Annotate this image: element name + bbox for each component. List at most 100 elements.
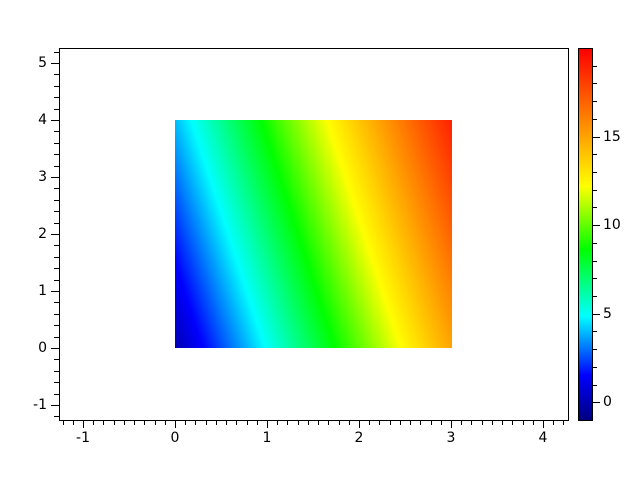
x-axis-minor-tick xyxy=(63,420,64,425)
x-axis-minor-tick xyxy=(431,420,432,425)
colorbar-tick-label: 10 xyxy=(603,217,621,233)
y-axis-tick-label: 2 xyxy=(38,226,47,242)
y-axis-minor-tick xyxy=(54,86,59,87)
colorbar-minor-tick xyxy=(592,243,597,244)
x-axis-minor-tick xyxy=(165,420,166,425)
x-axis-minor-tick xyxy=(461,420,462,425)
y-axis-tick-label: -1 xyxy=(33,397,47,413)
x-axis-minor-tick xyxy=(247,420,248,425)
y-axis-minor-tick xyxy=(54,337,59,338)
x-axis-minor-tick xyxy=(124,420,125,425)
y-axis-major-tick xyxy=(51,120,59,121)
y-axis-major-tick xyxy=(51,177,59,178)
x-axis-minor-tick xyxy=(226,420,227,425)
x-axis-minor-tick xyxy=(93,420,94,425)
y-axis-minor-tick xyxy=(54,188,59,189)
x-axis-minor-tick xyxy=(502,420,503,425)
x-axis-minor-tick xyxy=(563,420,564,425)
x-axis-tick-label: 0 xyxy=(170,430,180,446)
x-axis-tick-label: 1 xyxy=(262,430,272,446)
x-axis-minor-tick xyxy=(103,420,104,425)
y-axis-minor-tick xyxy=(54,302,59,303)
colorbar-minor-tick xyxy=(592,119,597,120)
x-axis-minor-tick xyxy=(155,420,156,425)
y-axis-minor-tick xyxy=(54,325,59,326)
y-axis-major-tick xyxy=(51,348,59,349)
x-axis-minor-tick xyxy=(492,420,493,425)
x-axis-minor-tick xyxy=(134,420,135,425)
y-axis-minor-tick xyxy=(54,211,59,212)
x-axis-minor-tick xyxy=(144,420,145,425)
x-axis-minor-tick xyxy=(369,420,370,425)
y-axis-minor-tick xyxy=(54,74,59,75)
x-axis-minor-tick xyxy=(318,420,319,425)
y-axis-tick-label: 0 xyxy=(38,340,47,356)
x-axis-minor-tick xyxy=(482,420,483,425)
y-axis-major-tick xyxy=(51,405,59,406)
x-axis-major-tick xyxy=(83,420,84,428)
x-axis-minor-tick xyxy=(533,420,534,425)
y-axis-minor-tick xyxy=(54,245,59,246)
x-axis-minor-tick xyxy=(410,420,411,425)
y-axis-major-tick xyxy=(51,234,59,235)
y-axis-tick-label: 4 xyxy=(38,112,47,128)
y-axis-minor-tick xyxy=(54,371,59,372)
y-axis-minor-tick xyxy=(54,223,59,224)
y-axis-minor-tick xyxy=(54,166,59,167)
x-axis-minor-tick xyxy=(400,420,401,425)
y-axis-minor-tick xyxy=(54,280,59,281)
colorbar-minor-tick xyxy=(592,207,597,208)
x-axis-minor-tick xyxy=(553,420,554,425)
y-axis-tick-label: 5 xyxy=(38,55,47,71)
colorbar-major-tick xyxy=(592,402,600,403)
y-axis-minor-tick xyxy=(54,154,59,155)
x-axis-minor-tick xyxy=(185,420,186,425)
x-axis-minor-tick xyxy=(206,420,207,425)
colorbar-minor-tick xyxy=(592,296,597,297)
colorbar-minor-tick xyxy=(592,154,597,155)
y-axis-minor-tick xyxy=(54,131,59,132)
x-axis-major-tick xyxy=(451,420,452,428)
x-axis-minor-tick xyxy=(390,420,391,425)
x-axis-major-tick xyxy=(543,420,544,428)
colorbar-tick-label: 0 xyxy=(603,394,612,410)
y-axis-tick-label: 3 xyxy=(38,169,47,185)
x-axis-minor-tick xyxy=(512,420,513,425)
x-axis-major-tick xyxy=(359,420,360,428)
y-axis-minor-tick xyxy=(54,382,59,383)
x-axis-tick-label: 2 xyxy=(354,430,364,446)
x-axis-minor-tick xyxy=(277,420,278,425)
x-axis-minor-tick xyxy=(308,420,309,425)
y-axis-minor-tick xyxy=(54,416,59,417)
colorbar-tick-label: 15 xyxy=(603,129,621,145)
y-axis-minor-tick xyxy=(54,268,59,269)
x-axis-minor-tick xyxy=(349,420,350,425)
x-axis-major-tick xyxy=(175,420,176,428)
colorbar-gradient xyxy=(578,48,593,421)
colorbar-minor-tick xyxy=(592,101,597,102)
x-axis-minor-tick xyxy=(339,420,340,425)
x-axis-minor-tick xyxy=(114,420,115,425)
x-axis-minor-tick xyxy=(379,420,380,425)
y-axis-minor-tick xyxy=(54,200,59,201)
x-axis-tick-label: -1 xyxy=(76,430,90,446)
y-axis-minor-tick xyxy=(54,359,59,360)
x-axis-minor-tick xyxy=(420,420,421,425)
colorbar-minor-tick xyxy=(592,385,597,386)
y-axis-major-tick xyxy=(51,291,59,292)
colorbar-major-tick xyxy=(592,225,600,226)
x-axis-minor-tick xyxy=(471,420,472,425)
heatmap-image xyxy=(175,120,452,348)
x-axis-minor-tick xyxy=(236,420,237,425)
y-axis-minor-tick xyxy=(54,52,59,53)
colorbar-minor-tick xyxy=(592,331,597,332)
colorbar-tick-label: 5 xyxy=(603,306,612,322)
colorbar-minor-tick xyxy=(592,261,597,262)
x-axis-minor-tick xyxy=(523,420,524,425)
y-axis-minor-tick xyxy=(54,394,59,395)
colorbar-minor-tick xyxy=(592,349,597,350)
colorbar-minor-tick xyxy=(592,278,597,279)
x-axis-tick-label: 4 xyxy=(538,430,548,446)
y-axis-minor-tick xyxy=(54,314,59,315)
